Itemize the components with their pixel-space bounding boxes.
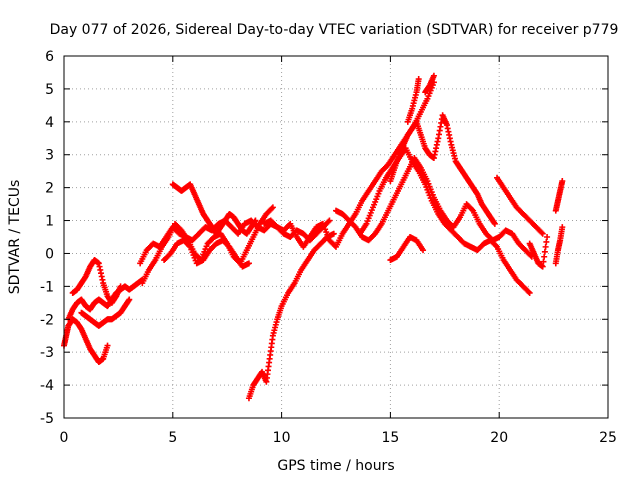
- data-point: [544, 234, 551, 240]
- data-point: [330, 230, 337, 237]
- y-tick-label: -1: [40, 279, 54, 295]
- y-tick-label: 0: [45, 246, 54, 262]
- series-arc-i: [245, 230, 337, 402]
- x-tick-label: 0: [60, 430, 69, 446]
- y-tick-label: 5: [45, 82, 54, 98]
- data-point: [525, 288, 532, 295]
- grid: [63, 55, 609, 419]
- series-arc-t: [552, 224, 566, 267]
- y-tick-label: -2: [40, 312, 54, 328]
- y-tick-label: 2: [45, 181, 54, 197]
- y-tick-label: 3: [45, 148, 54, 164]
- series-arc-h: [161, 237, 252, 270]
- data-point: [559, 178, 566, 185]
- series-arc-o: [422, 72, 437, 96]
- chart-title: Day 077 of 2026, Sidereal Day-to-day VTE…: [50, 22, 619, 38]
- data-point: [491, 220, 498, 227]
- y-tick-label: -4: [40, 378, 54, 394]
- series-arc-q: [494, 174, 546, 237]
- y-tick-label: 1: [45, 214, 54, 230]
- data-point: [526, 289, 533, 296]
- y-axis-label: SDTVAR / TECUs: [7, 180, 23, 295]
- series-arc-p: [387, 234, 427, 264]
- y-tick-label: 4: [45, 115, 54, 131]
- series-arc-a: [61, 316, 111, 366]
- x-tick-label: 20: [490, 430, 508, 446]
- data-point: [268, 205, 275, 212]
- x-tick-label: 25: [599, 430, 617, 446]
- data-point: [539, 230, 546, 237]
- data-point: [492, 242, 499, 249]
- series-arc-s: [552, 178, 566, 214]
- axis-ticks: 0 5 10 15 20 25 -5 -4 -3 -2 -1 0 1 2 3 4 5 6: [40, 49, 617, 446]
- data-point: [430, 72, 437, 79]
- y-tick-label: -3: [40, 345, 54, 361]
- plot-frame: [63, 55, 609, 419]
- data-point: [469, 206, 475, 213]
- data-point: [117, 283, 124, 290]
- data-point: [415, 76, 422, 83]
- data-points: [61, 72, 566, 402]
- data-point: [326, 217, 333, 224]
- series-arc-c: [69, 257, 124, 306]
- x-tick-label: 15: [381, 430, 399, 446]
- x-tick-label: 5: [168, 430, 177, 446]
- data-point: [538, 229, 545, 236]
- y-tick-label: 6: [45, 49, 54, 65]
- x-tick-label: 10: [273, 430, 291, 446]
- x-axis-label: GPS time / hours: [277, 458, 394, 474]
- series-arc-g: [169, 181, 259, 237]
- series-arc-m: [387, 112, 498, 227]
- data-point: [126, 296, 133, 303]
- data-point: [104, 342, 111, 349]
- series-arc-n: [404, 76, 422, 125]
- series-arc-r: [526, 234, 551, 270]
- data-point: [325, 218, 332, 225]
- data-point: [559, 224, 566, 231]
- data-point: [186, 242, 193, 249]
- data-point: [245, 260, 252, 267]
- data-point: [252, 217, 259, 224]
- y-tick-label: -5: [40, 411, 54, 427]
- data-point: [420, 247, 427, 254]
- series-arc-d: [78, 296, 133, 329]
- data-point: [269, 204, 276, 211]
